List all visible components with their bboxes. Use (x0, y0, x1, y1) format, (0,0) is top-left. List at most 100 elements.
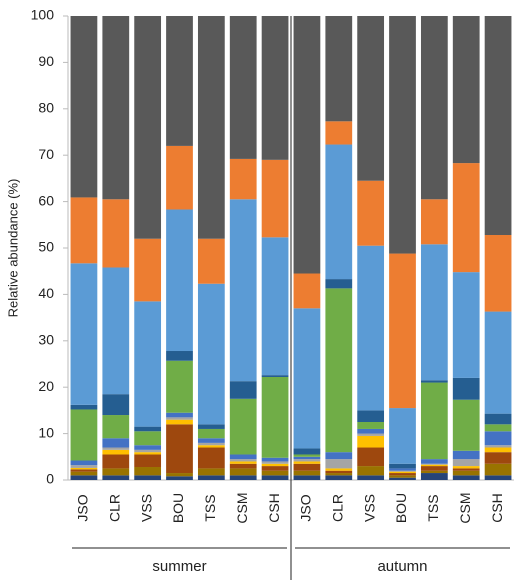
bar-segment (102, 199, 130, 268)
bar-segment (70, 469, 98, 472)
bar-segment (420, 380, 448, 383)
bar-segment (197, 424, 225, 429)
x-tick-label: TSS (202, 494, 218, 521)
bar-segment (452, 468, 480, 471)
bar-segment (261, 463, 289, 467)
bar-segment (70, 16, 98, 198)
bar-segment (420, 466, 448, 471)
bar-segment (293, 459, 321, 462)
bar-segment (261, 376, 289, 458)
y-tick-label: 50 (38, 239, 54, 255)
bar-segment (229, 16, 257, 159)
bar-segment (452, 459, 480, 467)
y-tick-label: 10 (38, 424, 54, 440)
bar-segment (229, 381, 257, 399)
bar-segment (134, 431, 162, 446)
bar-segment (261, 475, 289, 480)
bar-segment (420, 464, 448, 467)
bar-segment (484, 452, 512, 464)
group-label: summer (152, 558, 206, 575)
bar-segment (357, 16, 385, 181)
y-tick-label: 70 (38, 146, 54, 162)
bar-segment (197, 16, 225, 239)
bar-segment (134, 467, 162, 476)
bar-segment (70, 467, 98, 470)
bar-segment (134, 238, 162, 302)
bar-segment (293, 16, 321, 274)
bar-segment (484, 235, 512, 312)
bar-segment (293, 308, 321, 449)
bar-segment (102, 415, 130, 439)
x-tick-label: CSH (266, 493, 282, 523)
bar-segment (293, 448, 321, 455)
group-label: autumn (377, 558, 427, 575)
y-tick-label: 80 (38, 100, 54, 116)
bar-segment (197, 238, 225, 284)
bar-segment (102, 267, 130, 395)
bar-segment (166, 360, 193, 413)
bar-segment (484, 431, 512, 446)
bar-segment (70, 404, 98, 410)
bar-segment (70, 475, 98, 480)
bar-segment (389, 253, 416, 409)
bar-segment (197, 428, 225, 439)
bar-segment (357, 447, 385, 467)
bar-segment (261, 159, 289, 238)
bar-segment (452, 16, 480, 164)
bar-segment (389, 470, 416, 472)
y-tick-label: 40 (38, 285, 54, 301)
bar-segment (325, 16, 353, 122)
bar-segment (357, 433, 385, 436)
x-tick-label: JSO (75, 494, 91, 521)
bar-segment (70, 263, 98, 405)
bar-segment (484, 475, 512, 480)
bar-segment (102, 468, 130, 476)
bar-segment (134, 426, 162, 432)
bar-segment (293, 463, 321, 471)
x-tick-label: CLR (329, 494, 345, 522)
bar-segment (325, 459, 353, 469)
bar-segment (166, 145, 193, 210)
bar-segment (261, 461, 289, 464)
bar-segment (325, 470, 353, 474)
bar-segment (70, 465, 98, 468)
bar-segment (293, 461, 321, 464)
bar-segment (293, 454, 321, 457)
y-axis-label: Relative abundance (%) (5, 179, 20, 318)
bar-segment (197, 445, 225, 448)
bar-segment (166, 417, 193, 420)
bar-segment (484, 413, 512, 425)
bar-segment (420, 463, 448, 465)
bar-segment (325, 473, 353, 476)
bar-segment (102, 16, 130, 200)
bar-segment (389, 463, 416, 469)
bar-segment (484, 16, 512, 236)
bar-segment (293, 456, 321, 460)
x-tick-label: VSS (138, 494, 154, 522)
bar-segment (197, 442, 225, 446)
bar-segment (293, 475, 321, 480)
bar-segment (166, 419, 193, 425)
bar-segment (357, 180, 385, 246)
bar-segment (389, 468, 416, 471)
bar-segment (389, 16, 416, 254)
bar-segment (229, 461, 257, 464)
bar-segment (389, 475, 416, 478)
bar-segment (357, 410, 385, 422)
bar-segment (293, 273, 321, 309)
bar-segment (389, 471, 416, 474)
bar-segment (102, 454, 130, 469)
bar-segment (166, 473, 193, 477)
y-tick-label: 100 (31, 7, 55, 23)
bar-segment (325, 288, 353, 453)
bar-segment (229, 398, 257, 455)
bar-segment (452, 450, 480, 460)
bar-segment (229, 459, 257, 462)
bar-segment (261, 470, 289, 476)
bar-segment (229, 199, 257, 382)
bar-segment (325, 475, 353, 480)
bar-segment (70, 460, 98, 466)
bar-segment (452, 399, 480, 451)
bar-segment (229, 463, 257, 469)
